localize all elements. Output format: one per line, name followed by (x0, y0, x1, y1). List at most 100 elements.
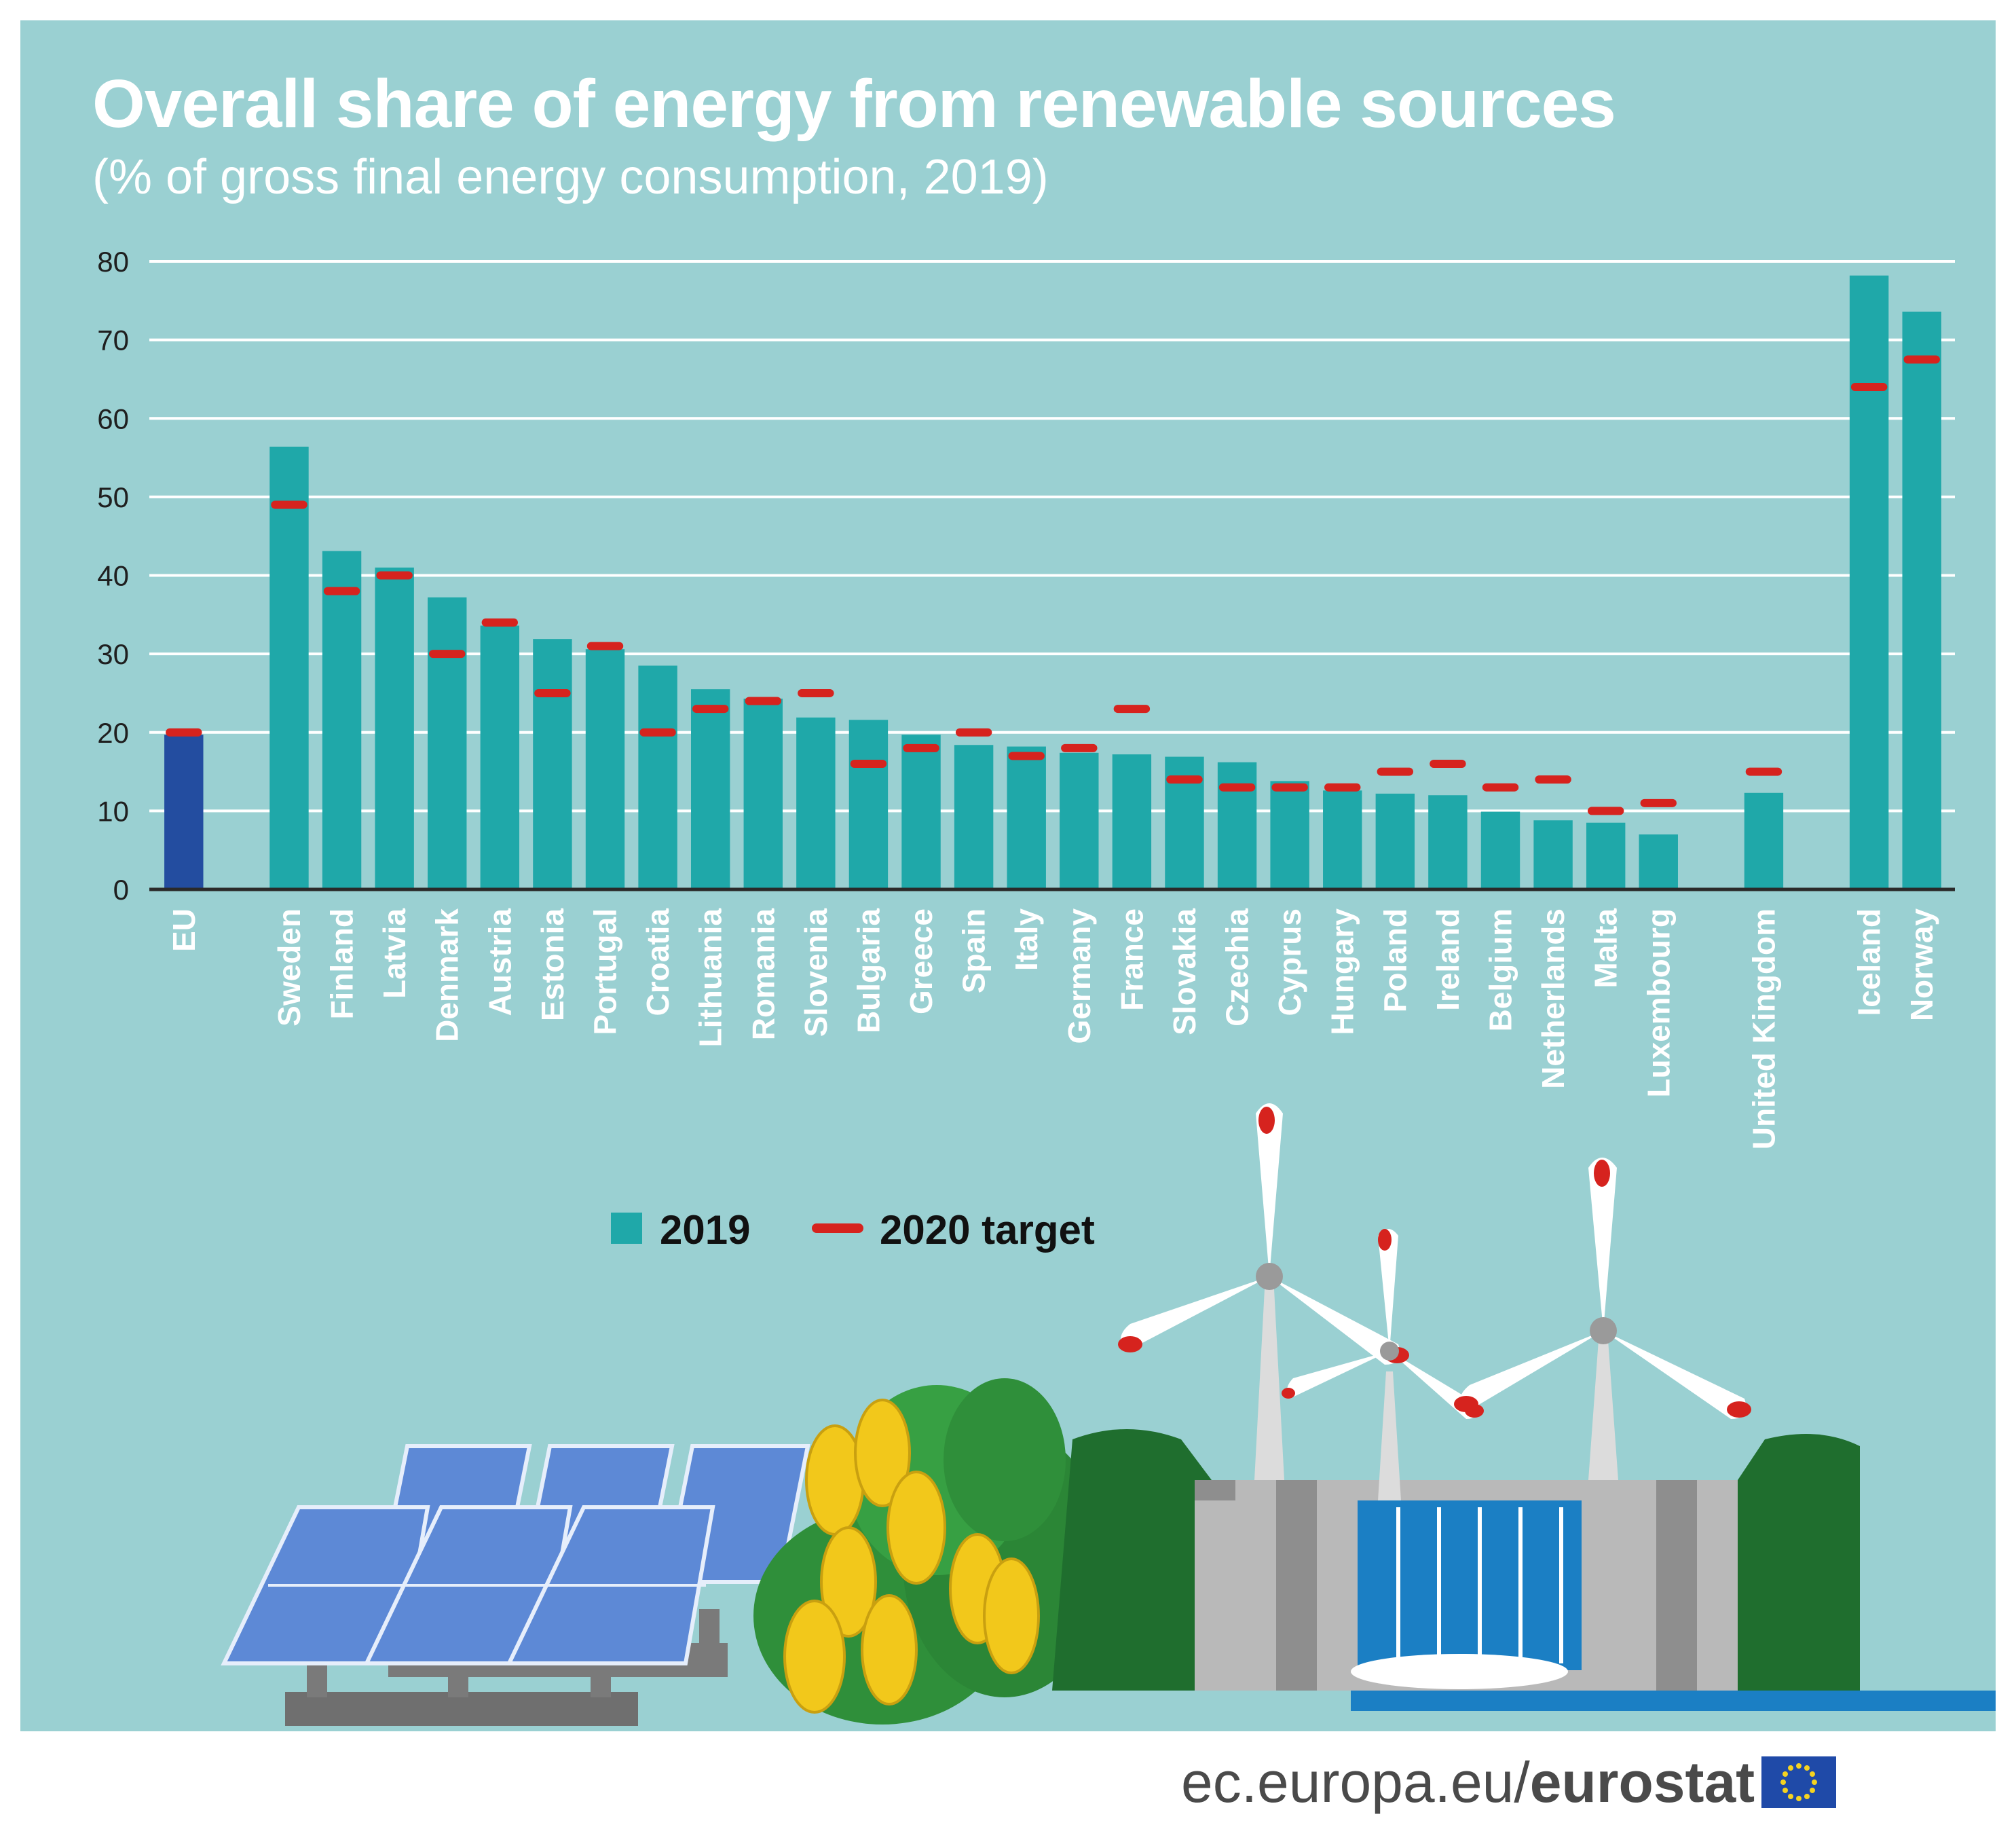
solar-panels-icon (221, 1444, 810, 1726)
legend: 2019 2020 target (611, 1207, 1095, 1253)
chart-title: Overall share of energy from renewable s… (92, 66, 1616, 142)
x-label-sweden: Sweden (272, 908, 307, 1027)
bar-romania (743, 699, 783, 889)
target-hungary (1324, 783, 1361, 792)
y-tick-label: 40 (97, 560, 129, 592)
target-austria (481, 618, 519, 627)
target-cyprus (1271, 783, 1308, 792)
bar-iceland (1849, 275, 1889, 889)
bar-luxembourg (1639, 834, 1678, 889)
target-slovakia (1166, 775, 1203, 784)
x-label-cyprus: Cyprus (1272, 908, 1307, 1016)
biomass-plants-icon (753, 1378, 1106, 1725)
bar-france (1112, 754, 1152, 889)
target-czechia (1218, 783, 1256, 792)
x-label-norway: Norway (1904, 908, 1939, 1022)
bar-poland (1375, 793, 1415, 889)
bar-malta (1586, 822, 1626, 889)
x-label-luxembourg: Luxembourg (1641, 908, 1676, 1098)
target-iceland (1850, 383, 1888, 391)
bar-latvia (375, 567, 414, 889)
x-label-croatia: Croatia (640, 908, 675, 1016)
bar-chart: 0 10 20 30 40 50 60 70 80 EU Sweden Finland Latvia D… (97, 246, 1996, 1726)
y-axis-ticks: 0 10 20 30 40 50 60 70 80 (97, 246, 129, 906)
bar-hungary (1323, 790, 1362, 889)
target-eu (166, 728, 202, 737)
bar-greece (901, 735, 941, 889)
bar-bulgaria (848, 720, 889, 889)
x-label-netherlands: Netherlands (1535, 908, 1571, 1089)
target-estonia (534, 688, 571, 697)
bar-eu (164, 735, 204, 889)
x-label-bulgaria: Bulgaria (851, 908, 886, 1033)
footer-url-prefix: ec.europa.eu/ (1181, 1750, 1530, 1814)
bar-netherlands (1533, 820, 1573, 889)
x-label-italy: Italy (1009, 908, 1044, 971)
target-luxembourg (1640, 798, 1677, 807)
x-label-malta: Malta (1588, 908, 1624, 989)
bar-united-kingdom (1744, 792, 1784, 889)
y-tick-label: 0 (113, 874, 129, 906)
bar-belgium (1480, 811, 1520, 889)
water-strip (1351, 1691, 1996, 1711)
target-bulgaria (850, 760, 887, 768)
eu-flag-icon (1761, 1756, 1837, 1808)
y-tick-label: 50 (97, 481, 129, 513)
bar-denmark (428, 597, 467, 889)
target-norway (1903, 355, 1940, 364)
x-label-hungary: Hungary (1325, 908, 1360, 1035)
x-label-czechia: Czechia (1220, 908, 1255, 1027)
target-united-kingdom (1745, 767, 1782, 776)
target-sweden (271, 500, 307, 509)
y-tick-label: 30 (97, 638, 129, 670)
x-label-lithuania: Lithuania (693, 908, 728, 1048)
x-label-austria: Austria (482, 908, 517, 1016)
target-romania (745, 697, 781, 705)
x-label-eu: EU (166, 908, 202, 952)
target-germany (1061, 743, 1098, 752)
legend-swatch-2019 (611, 1213, 642, 1244)
target-france (1113, 705, 1151, 714)
y-gridlines (149, 260, 1955, 813)
target-croatia (639, 728, 676, 737)
x-label-slovakia: Slovakia (1167, 908, 1202, 1035)
x-label-germany: Germany (1062, 908, 1097, 1044)
x-label-latvia: Latvia (377, 908, 412, 999)
y-tick-label: 10 (97, 795, 129, 827)
y-tick-label: 60 (97, 403, 129, 435)
x-label-poland: Poland (1377, 908, 1413, 1012)
bar-spain (954, 745, 994, 889)
x-label-france: France (1114, 908, 1149, 1011)
legend-swatch-2020-target (812, 1223, 863, 1233)
bar-finland (322, 551, 362, 889)
target-lithuania (692, 705, 729, 714)
target-markers-2020 (166, 355, 1940, 815)
x-label-ireland: Ireland (1430, 908, 1466, 1011)
target-poland (1377, 767, 1414, 776)
x-label-finland: Finland (324, 908, 360, 1020)
x-label-belgium: Belgium (1483, 908, 1518, 1031)
bar-germany (1060, 752, 1099, 889)
target-belgium (1482, 783, 1519, 792)
target-spain (955, 728, 992, 737)
x-label-denmark: Denmark (430, 908, 465, 1042)
bar-italy (1007, 746, 1046, 889)
x-label-united-kingdom: United Kingdom (1746, 908, 1781, 1149)
wind-turbines-icon (1118, 1103, 1751, 1500)
target-portugal (586, 642, 624, 650)
x-label-portugal: Portugal (588, 908, 623, 1035)
bar-cyprus (1270, 781, 1309, 889)
x-label-estonia: Estonia (535, 908, 570, 1022)
legend-label-2019: 2019 (660, 1207, 750, 1253)
bar-slovenia (796, 717, 836, 889)
target-finland (323, 587, 360, 595)
target-denmark (429, 650, 466, 659)
hydro-dam-icon (1052, 1429, 1860, 1691)
bar-portugal (585, 649, 625, 889)
x-label-romania: Romania (745, 908, 781, 1041)
x-label-greece: Greece (903, 908, 939, 1014)
bar-austria (480, 625, 520, 889)
target-malta (1587, 807, 1624, 815)
bars-2019 (164, 275, 1941, 889)
target-italy (1008, 752, 1045, 760)
